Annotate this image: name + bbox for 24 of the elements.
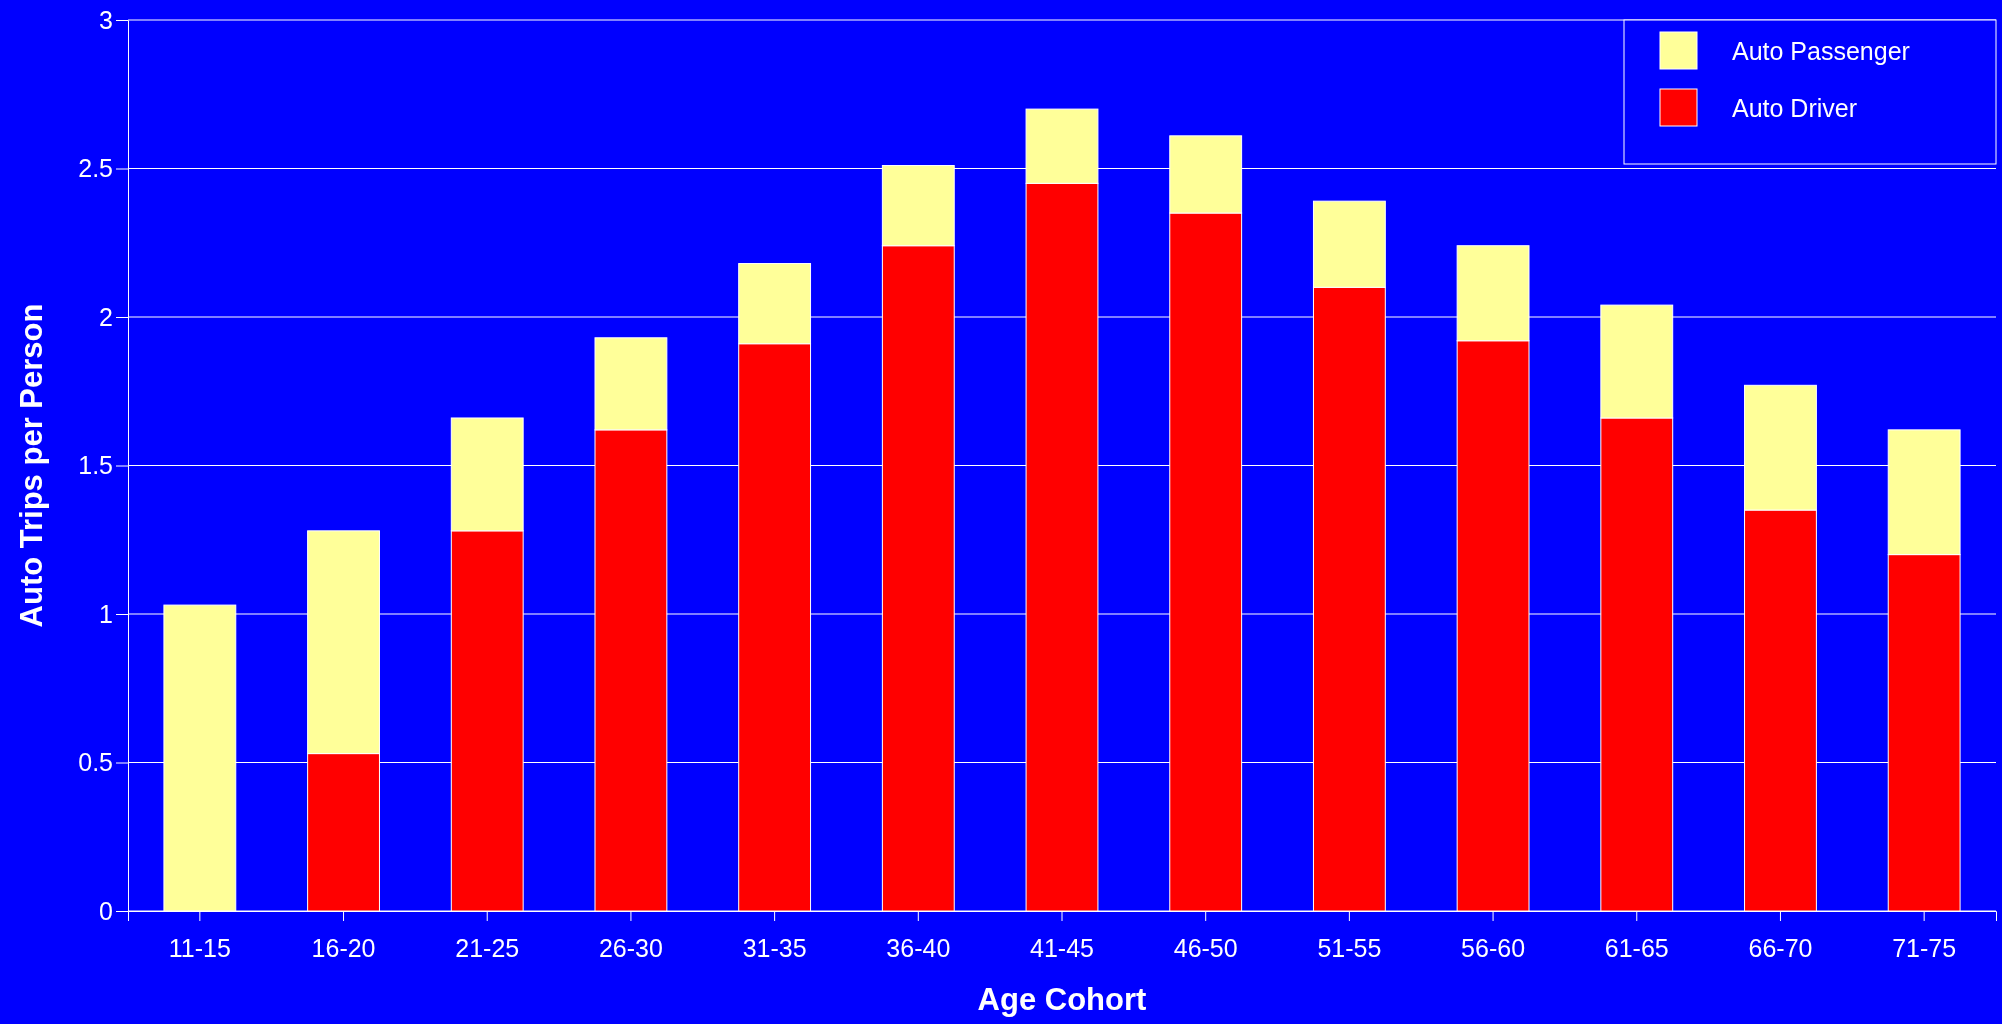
legend-label: Auto Passenger bbox=[1732, 37, 1910, 65]
y-tick-label: 2 bbox=[99, 302, 113, 331]
x-tick-label: 71-75 bbox=[1892, 933, 1957, 962]
x-tick-label: 36-40 bbox=[886, 933, 951, 962]
y-axis-title: Auto Trips per Person bbox=[14, 303, 49, 628]
x-tick-label: 26-30 bbox=[598, 933, 663, 962]
legend-label: Auto Driver bbox=[1732, 94, 1858, 122]
x-tick-label: 41-45 bbox=[1030, 933, 1094, 962]
x-tick-label: 66-70 bbox=[1748, 933, 1813, 962]
y-tick-label: 0.5 bbox=[78, 748, 113, 776]
x-tick-label: 11-15 bbox=[168, 933, 231, 962]
y-tick-label: 0 bbox=[99, 896, 113, 925]
x-tick-label: 61-65 bbox=[1604, 933, 1669, 962]
y-tick-label: 2.5 bbox=[78, 154, 113, 182]
y-tick-label: 1.5 bbox=[78, 451, 113, 479]
x-tick-label: 56-60 bbox=[1461, 933, 1526, 962]
x-axis-title: Age Cohort bbox=[977, 982, 1147, 1017]
y-tick-label: 1 bbox=[99, 599, 113, 628]
x-tick-label: 46-50 bbox=[1173, 933, 1238, 962]
y-tick-label: 3 bbox=[99, 5, 113, 34]
x-tick-label: 51-55 bbox=[1317, 933, 1382, 962]
x-tick-label: 21-25 bbox=[455, 933, 520, 962]
x-tick-label: 16-20 bbox=[311, 933, 376, 962]
x-tick-label: 31-35 bbox=[742, 933, 807, 962]
